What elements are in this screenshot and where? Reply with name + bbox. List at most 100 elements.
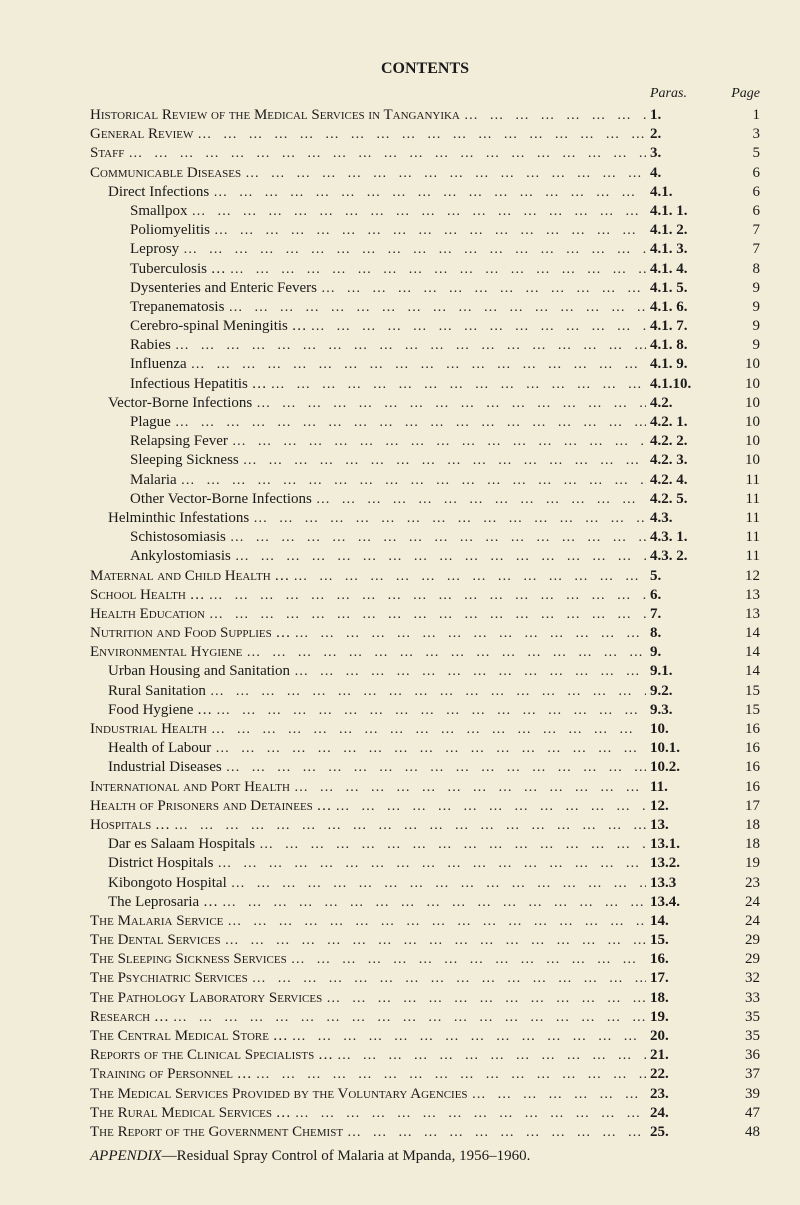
toc-row: Other Vector-Borne Infections … … … … … … [90, 490, 760, 509]
toc-row: Leprosy … … … … … … … … … … … … … … … … … [90, 240, 760, 259]
toc-row: Research … … … … … … … … … … … … … … … …… [90, 1008, 760, 1027]
toc-page: 9 [720, 279, 760, 298]
toc-page: 16 [720, 758, 760, 777]
appendix-line: APPENDIX—Residual Spray Control of Malar… [90, 1148, 760, 1165]
toc-row: Schistosomiasis … … … … … … … … … … … … … [90, 528, 760, 547]
dot-leaders: … … … … … … … … … … … … … … … … … … … … … [232, 433, 646, 451]
toc-row: Dysenteries and Enteric Fevers … … … … …… [90, 279, 760, 298]
toc-paras: 13.1. [646, 835, 720, 854]
toc-label: Reports of the Clinical Specialists … [90, 1046, 337, 1065]
toc-paras: 4.1. 6. [646, 298, 720, 317]
toc-paras: 10.1. [646, 739, 720, 758]
dot-leaders: … … … … … … … … … … … … … … … … … … … … … [216, 702, 646, 720]
toc-row: Food Hygiene … … … … … … … … … … … … … …… [90, 701, 760, 720]
toc-label: The Malaria Service [90, 912, 227, 931]
toc-row: General Review … … … … … … … … … … … … …… [90, 125, 760, 144]
toc-row: Health of Prisoners and Detainees … … … … [90, 797, 760, 816]
toc-paras: 14. [646, 912, 720, 931]
dot-leaders: … … … … … … … … … … … … … … … … … … … … … [253, 510, 646, 528]
toc-paras: 4.1. [646, 183, 720, 202]
toc-label: The Report of the Government Chemist [90, 1123, 347, 1142]
toc-page: 3 [720, 125, 760, 144]
toc-page: 10 [720, 355, 760, 374]
dot-leaders: … … … … … … … … … … … … … … … … … … … … … [228, 299, 646, 317]
toc-page: 29 [720, 931, 760, 950]
toc-page: 10 [720, 375, 760, 394]
dot-leaders: … … … … … … … … … … … … … … … … … … … … … [175, 414, 646, 432]
toc-page: 6 [720, 202, 760, 221]
toc-paras: 22. [646, 1065, 720, 1084]
toc-row: Communicable Diseases … … … … … … … … … … [90, 164, 760, 183]
toc-label: Research … [90, 1008, 173, 1027]
toc-paras: 21. [646, 1046, 720, 1065]
toc-paras: 25. [646, 1123, 720, 1142]
toc-page: 13 [720, 605, 760, 624]
toc-label: Cerebro-spinal Meningitis … [90, 317, 311, 336]
toc-page: 18 [720, 816, 760, 835]
toc-row: Helminthic Infestations … … … … … … … … … [90, 509, 760, 528]
toc-row: The Pathology Laboratory Services … … … … [90, 989, 760, 1008]
dot-leaders: … … … … … … … … … … … … … … … … … … … … … [213, 184, 646, 202]
toc-label: General Review [90, 125, 197, 144]
toc-paras: 4.1. 7. [646, 317, 720, 336]
toc-label: Helminthic Infestations [90, 509, 253, 528]
toc-page: 24 [720, 912, 760, 931]
dot-leaders: … … … … … … … … … … … … … … … … … … … … … [192, 203, 646, 221]
toc-row: The Sleeping Sickness Services … … … … …… [90, 950, 760, 969]
toc-row: The Psychiatric Services … … … … … … … …… [90, 969, 760, 988]
toc-paras: 13. [646, 816, 720, 835]
toc-row: Tuberculosis … … … … … … … … … … … … … …… [90, 260, 760, 279]
toc-row: Cerebro-spinal Meningitis … … … … … … … … [90, 317, 760, 336]
toc-page: 39 [720, 1085, 760, 1104]
toc-label: Industrial Health [90, 720, 211, 739]
toc-page: 10 [720, 432, 760, 451]
toc-page: 14 [720, 643, 760, 662]
toc-page: 1 [720, 106, 760, 125]
toc-label: Infectious Hepatitis … [90, 375, 271, 394]
toc-label: Industrial Diseases [90, 758, 226, 777]
toc-row: Staff … … … … … … … … … … … … … … … … … … [90, 144, 760, 163]
toc-page: 11 [720, 528, 760, 547]
toc-paras: 4.2. 4. [646, 471, 720, 490]
toc-label: Health of Labour [90, 739, 215, 758]
toc-page: 16 [720, 720, 760, 739]
toc-label: Smallpox [90, 202, 192, 221]
toc-paras: 4.1. 3. [646, 240, 720, 259]
toc-page: 29 [720, 950, 760, 969]
toc-page: 48 [720, 1123, 760, 1142]
toc-label: Historical Review of the Medical Service… [90, 106, 464, 125]
toc-paras: 4.2. 3. [646, 451, 720, 470]
toc-paras: 10.2. [646, 758, 720, 777]
toc-page: 23 [720, 874, 760, 893]
toc-paras: 11. [646, 778, 720, 797]
dot-leaders: … … … … … … … … … … … … … … … … … … … … … [316, 491, 646, 509]
toc-paras: 7. [646, 605, 720, 624]
dot-leaders: … … … … … … … … … … … … … … … … … … … … … [294, 779, 646, 797]
dot-leaders: … … … … … … … … … … … … … … … … … … … … … [292, 1028, 646, 1046]
dot-leaders: … … … … … … … … … … … … … … … … … … … … … [321, 280, 646, 298]
toc-paras: 4.1. 5. [646, 279, 720, 298]
toc-label: Poliomyelitis [90, 221, 214, 240]
dot-leaders: … … … … … … … … … … … … … … … … … … … … … [311, 318, 646, 336]
dot-leaders: … … … … … … … … … … … … … … … … … … … … … [217, 855, 646, 873]
toc-page: 7 [720, 221, 760, 240]
toc-page: 14 [720, 624, 760, 643]
toc-label: District Hospitals [90, 854, 217, 873]
toc-page: 36 [720, 1046, 760, 1065]
toc-paras: 1. [646, 106, 720, 125]
toc-label: Hospitals … [90, 816, 174, 835]
toc-label: Staff [90, 144, 128, 163]
toc-label: Influenza [90, 355, 191, 374]
toc-paras: 4.2. [646, 394, 720, 413]
toc-page: 10 [720, 451, 760, 470]
toc-page: 5 [720, 144, 760, 163]
toc-page: 10 [720, 394, 760, 413]
toc-paras: 13.4. [646, 893, 720, 912]
toc-paras: 4.1.10. [646, 375, 720, 394]
toc-label: The Pathology Laboratory Services [90, 989, 326, 1008]
toc-row: Environmental Hygiene … … … … … … … … … … [90, 643, 760, 662]
dot-leaders: … … … … … … … … … … … … … … … … … … … … … [214, 222, 646, 240]
toc-paras: 17. [646, 969, 720, 988]
toc-row: Industrial Health … … … … … … … … … … … … [90, 720, 760, 739]
dot-leaders: … … … … … … … … … … … … … … … … … … … … … [183, 241, 646, 259]
